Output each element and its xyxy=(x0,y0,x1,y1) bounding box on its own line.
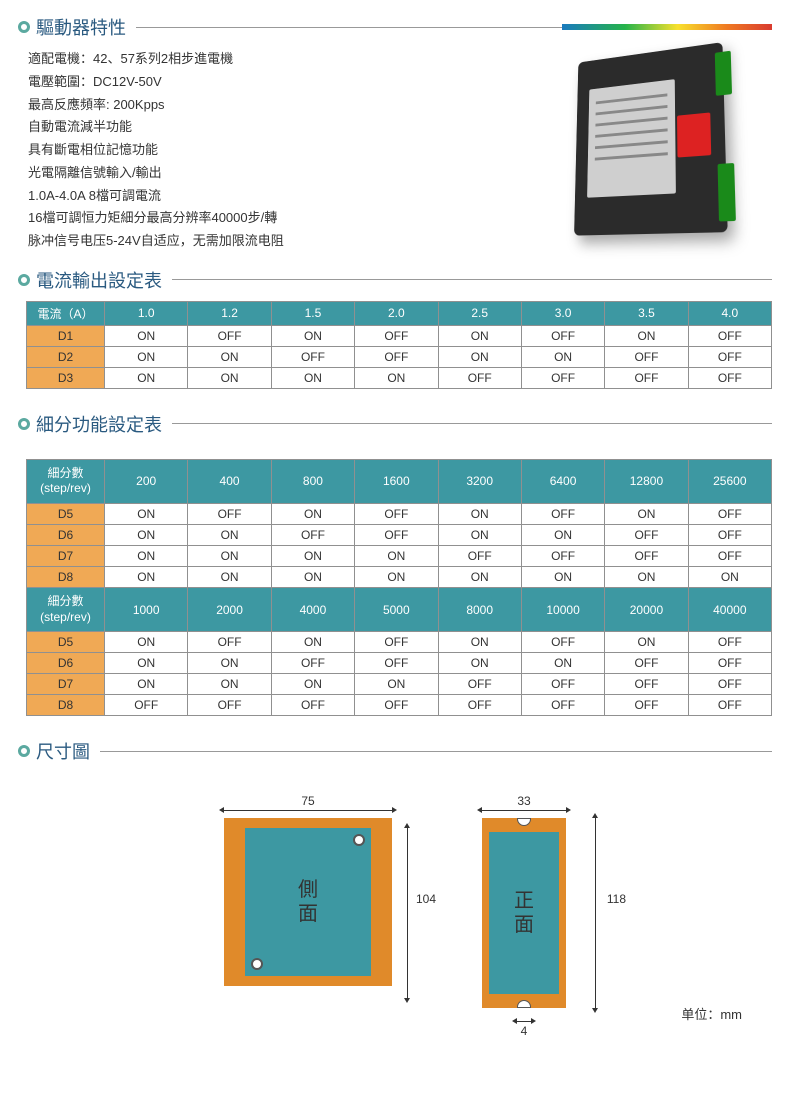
features-list: 適配電機：42、57系列2相步進電機 電壓範圍：DC12V-50V 最高反應頻率… xyxy=(18,48,522,253)
divider xyxy=(100,751,772,752)
feature-item: 電壓範圍：DC12V-50V xyxy=(28,71,522,94)
col-header: 細分數(step/rev) xyxy=(27,587,105,631)
product-image-box xyxy=(522,48,772,253)
feature-item: 最高反應頻率: 200Kpps xyxy=(28,94,522,117)
dim-label-height: 104 xyxy=(416,892,436,906)
table-row: D1ONOFFONOFFONOFFONOFF xyxy=(27,325,772,346)
col-header: 電流（A） xyxy=(27,301,105,325)
unit-note: 单位：mm xyxy=(18,1004,772,1023)
table-row: D7ONONONONOFFOFFOFFOFF xyxy=(27,674,772,695)
section-header-current: 電流輸出設定表 xyxy=(18,267,772,293)
table-row: D5ONOFFONOFFONOFFONOFF xyxy=(27,503,772,524)
feature-item: 脉冲信号电压5-24V自适应，无需加限流电阻 xyxy=(28,230,522,253)
section-title: 驅動器特性 xyxy=(36,14,126,40)
col-header: 2.0 xyxy=(355,301,438,325)
table-row: D5ONOFFONOFFONOFFONOFF xyxy=(27,632,772,653)
microstep-table: 細分數(step/rev) 20040080016003200640012800… xyxy=(26,459,772,716)
current-output-table: 電流（A） 1.0 1.2 1.5 2.0 2.5 3.0 3.5 4.0 D1… xyxy=(26,301,772,389)
driver-illustration xyxy=(574,42,728,235)
bullet-icon xyxy=(18,418,30,430)
dim-label-height: 118 xyxy=(607,892,626,906)
divider xyxy=(136,27,562,28)
table-row: D3ONONONONOFFOFFOFFOFF xyxy=(27,367,772,388)
feature-item: 16檔可調恒力矩細分最高分辨率40000步/轉 xyxy=(28,207,522,230)
feature-item: 1.0A-4.0A 8檔可調電流 xyxy=(28,185,522,208)
side-view: 75 側 面 104 xyxy=(224,790,392,1008)
front-view: 33 正 面 118 4 xyxy=(482,790,566,1008)
bullet-icon xyxy=(18,274,30,286)
col-header: 3.0 xyxy=(521,301,604,325)
table-row: D2ONONOFFOFFONONOFFOFF xyxy=(27,346,772,367)
section-title: 細分功能設定表 xyxy=(36,411,162,437)
dim-label-width: 33 xyxy=(517,794,530,808)
col-header: 1.2 xyxy=(188,301,271,325)
section-header-features: 驅動器特性 xyxy=(18,14,772,40)
table-row: D8OFFOFFOFFOFFOFFOFFOFFOFF xyxy=(27,695,772,716)
col-header: 1.0 xyxy=(105,301,188,325)
bullet-icon xyxy=(18,745,30,757)
feature-item: 適配電機：42、57系列2相步進電機 xyxy=(28,48,522,71)
col-header: 3.5 xyxy=(605,301,688,325)
face-label: 正 面 xyxy=(514,889,534,937)
col-header: 細分數(step/rev) xyxy=(27,459,105,503)
dim-label-notch: 4 xyxy=(521,1024,528,1038)
section-title: 電流輸出設定表 xyxy=(36,267,162,293)
divider xyxy=(172,423,772,424)
divider xyxy=(172,279,772,280)
feature-item: 自動電流減半功能 xyxy=(28,116,522,139)
table-row: D7ONONONONOFFOFFOFFOFF xyxy=(27,545,772,566)
feature-item: 光電隔離信號輸入/輸出 xyxy=(28,162,522,185)
features-row: 適配電機：42、57系列2相步進電機 電壓範圍：DC12V-50V 最高反應頻率… xyxy=(18,48,772,253)
face-label: 側 面 xyxy=(298,878,318,926)
table-row: D6ONONOFFOFFONONOFFOFF xyxy=(27,524,772,545)
section-title: 尺寸圖 xyxy=(36,738,90,764)
gradient-accent xyxy=(562,24,772,30)
dim-label-width: 75 xyxy=(301,794,314,808)
col-header: 1.5 xyxy=(271,301,354,325)
dimension-drawings: 75 側 面 104 33 正 面 118 4 xyxy=(18,772,772,1008)
table-row: D8ONONONONONONONON xyxy=(27,566,772,587)
col-header: 4.0 xyxy=(688,301,771,325)
col-header: 2.5 xyxy=(438,301,521,325)
section-header-microstep: 細分功能設定表 xyxy=(18,411,772,437)
bullet-icon xyxy=(18,21,30,33)
feature-item: 具有斷電相位記憶功能 xyxy=(28,139,522,162)
section-header-dimensions: 尺寸圖 xyxy=(18,738,772,764)
table-row: D6ONONOFFOFFONONOFFOFF xyxy=(27,653,772,674)
